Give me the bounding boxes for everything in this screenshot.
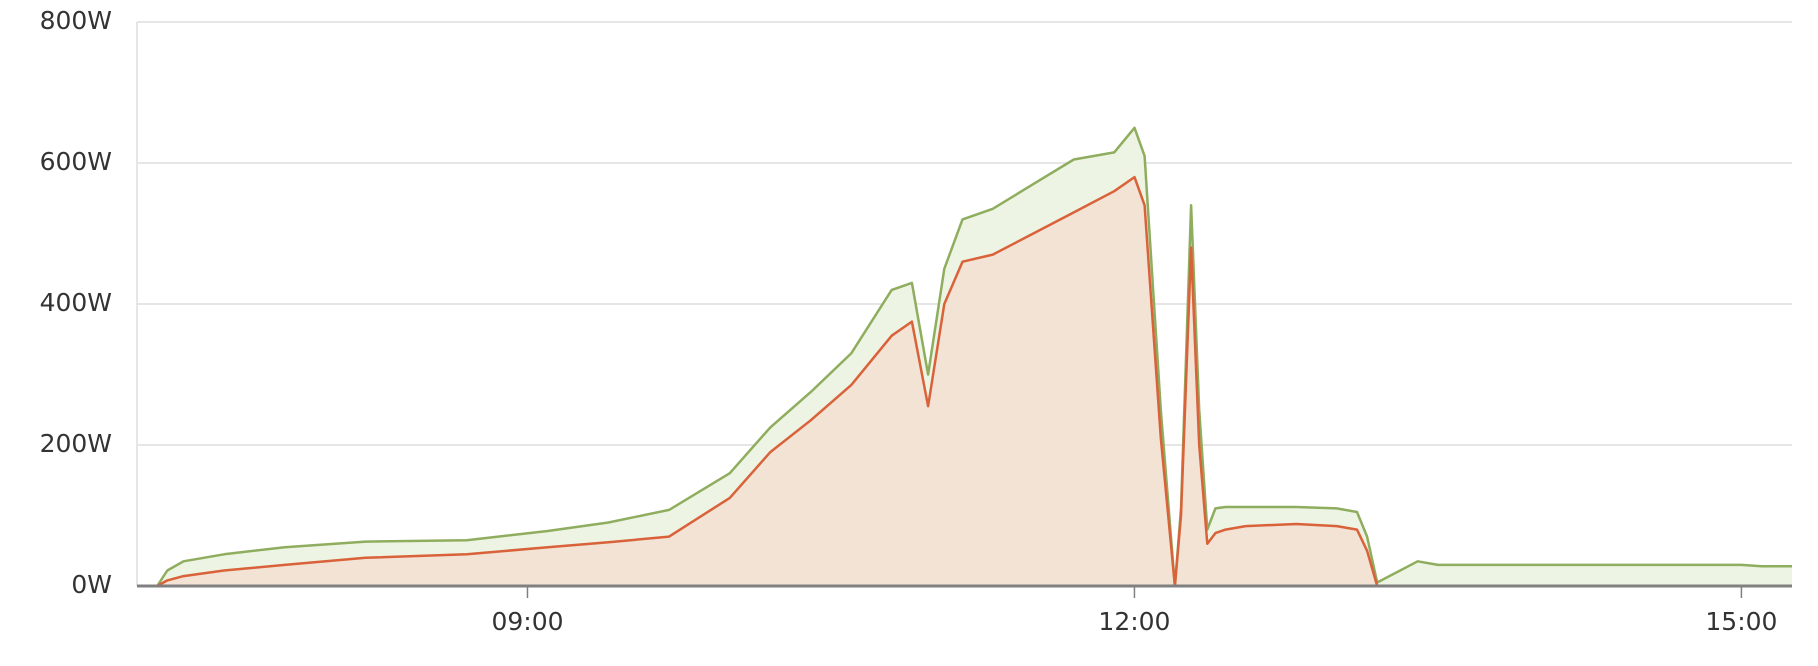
- series-2-area: [157, 177, 1378, 586]
- y-tick-label: 400W: [40, 288, 112, 317]
- series-2-line: [156, 175, 1379, 588]
- y-tick-label: 800W: [40, 6, 112, 35]
- y-tick-label: 0W: [71, 570, 112, 599]
- axis-layer: [136, 22, 1792, 598]
- y-tick-label: 600W: [40, 147, 112, 176]
- area-layer: [157, 127, 1793, 587]
- label-layer: 0W 200W 400W 600W 800W 09:00 12:00 15:00: [40, 6, 1778, 636]
- x-tick-label: 12:00: [1098, 607, 1170, 636]
- y-tick-label: 200W: [40, 429, 112, 458]
- x-tick-label: 15:00: [1705, 607, 1777, 636]
- line-layer: [156, 126, 1792, 588]
- series-1-line: [156, 126, 1792, 588]
- x-tick-label: 09:00: [491, 607, 563, 636]
